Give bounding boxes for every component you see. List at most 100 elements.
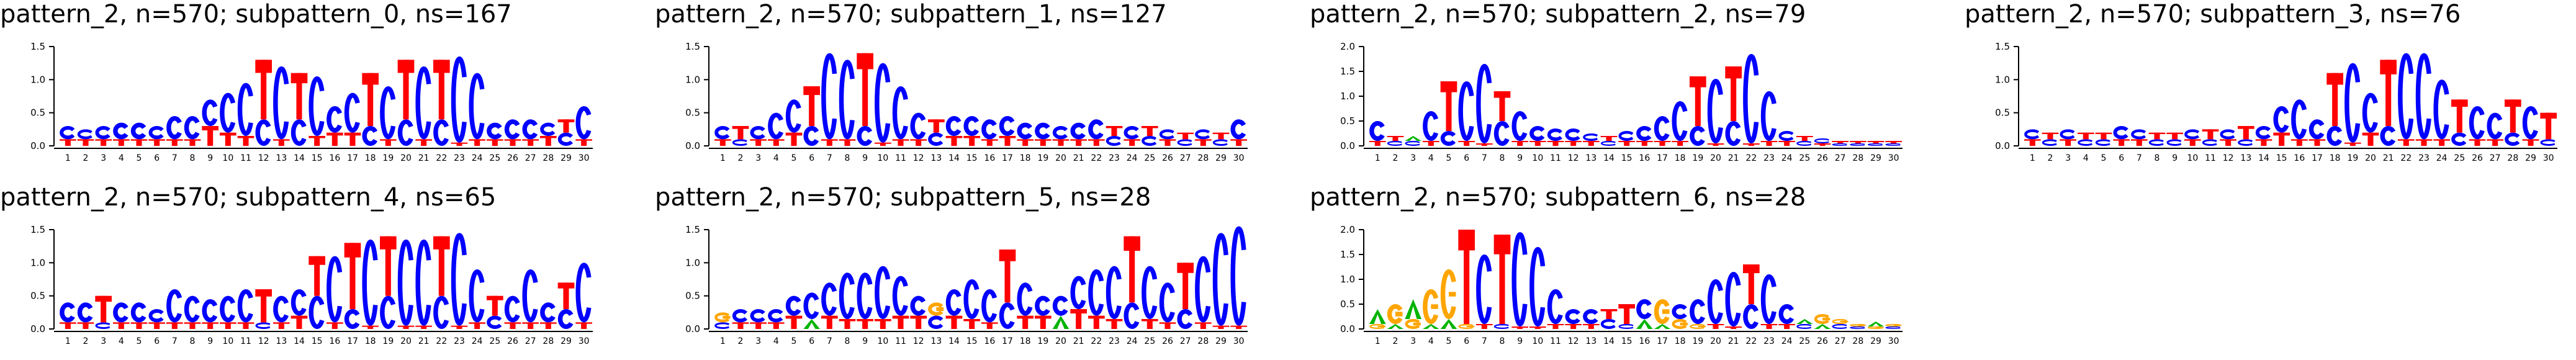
x-tick-label: 27 [1180,336,1191,346]
logo-letter-T-pos-22 [1088,315,1105,329]
x-tick-label: 16 [2294,153,2305,163]
logo-letter-T-pos-8 [839,139,856,146]
y-tick-label: 1.5 [1340,66,1355,77]
logo-letter-T-pos-29 [557,282,575,309]
logo-letter-C-pos-11 [1547,128,1562,141]
logo-letter-T-pos-30 [1230,139,1247,146]
logo-letter-C-pos-12 [255,119,271,146]
x-tick-label: 8 [1500,153,1505,163]
logo-letter-T-pos-9 [1511,141,1528,146]
logo-letter-C-pos-1 [714,322,730,329]
logo-letter-C-pos-20 [397,240,413,326]
logo-letter-T-pos-24 [1778,324,1795,329]
logo-letter-T-pos-22 [433,236,450,296]
logo-letter-T-pos-6 [2113,139,2130,146]
x-tick-label: 12 [1568,336,1579,346]
logo-letter-T-pos-21 [1725,66,1742,121]
x-tick-label: 1 [65,153,71,163]
x-tick-label: 28 [1852,336,1863,346]
logo-letter-C-pos-19 [1035,122,1050,140]
y-tick-label: 1.5 [30,224,45,235]
logo-letter-C-pos-29 [2522,106,2538,140]
panel-title: pattern_2, n=570; subpattern_3, ns=76 [1965,0,2461,29]
x-tick-label: 21 [1728,153,1739,163]
logo-letter-C-pos-21 [1070,122,1086,140]
logo-letter-C-pos-12 [1565,309,1580,324]
logo-letter-C-pos-4 [1423,111,1439,141]
logo-letter-T-pos-23 [1760,141,1778,146]
logo-letter-C-pos-17 [344,92,360,133]
logo-letter-C-pos-5 [1440,131,1456,146]
logo-letter-T-pos-10 [875,319,891,329]
x-tick-label: 17 [1657,153,1668,163]
logo-letter-T-pos-14 [290,315,308,329]
x-tick-label: 9 [207,336,213,346]
x-tick-label: 22 [1745,153,1757,163]
x-tick-label: 25 [1144,336,1155,346]
x-tick-label: 30 [1233,153,1245,163]
logo-letter-C-pos-17 [344,309,360,329]
logo-letter-T-pos-3 [95,295,112,323]
logo-letter-T-pos-17 [2308,139,2326,146]
x-tick-label: 14 [1603,336,1615,346]
logo-letter-C-pos-13 [273,66,289,140]
logo-letter-T-pos-7 [166,322,183,329]
logo-letter-C-pos-24 [1124,126,1139,140]
x-tick-label: 3 [1410,153,1416,163]
x-tick-label: 2 [83,153,89,163]
logo-letter-C-pos-13 [928,315,943,329]
x-tick-label: 20 [2365,153,2376,163]
logo-letter-C-pos-25 [1796,324,1812,329]
logo-letter-C-pos-14 [2255,126,2271,140]
logo-letter-C-pos-15 [308,76,325,136]
logo-letter-T-pos-16 [2291,139,2308,146]
logo-letter-T-pos-27 [1177,132,1194,140]
logo-letter-T-pos-10 [875,142,891,146]
logo-letter-T-pos-16 [1636,141,1653,146]
logo-letter-C-pos-15 [963,116,980,136]
x-tick-label: 30 [2543,153,2554,163]
x-tick-label: 29 [1870,336,1881,346]
x-tick-label: 6 [809,153,814,163]
x-tick-label: 13 [276,153,287,163]
logo-letter-T-pos-10 [220,322,236,329]
logo-letter-C-pos-3 [750,126,765,140]
sequence-logo-chart: 0.00.51.01.51 2 3 4 5 6 7 8 9 10 11 12 13 14 15 16 17 18 1… [685,41,1248,163]
logo-letter-C-pos-17 [1654,116,1670,141]
logo-letter-C-pos-5 [785,295,801,316]
panel-title: pattern_2, n=570; subpattern_4, ns=65 [0,183,497,212]
x-tick-label: 8 [190,153,196,163]
logo-letter-G-pos-13 [928,302,944,316]
logo-letter-T-pos-23 [1760,324,1778,329]
x-tick-label: 29 [1215,153,1227,163]
x-tick-label: 2 [2048,153,2053,163]
logo-letter-C-pos-11 [237,289,253,323]
logo-letter-T-pos-2 [77,322,94,329]
x-tick-label: 8 [2155,153,2160,163]
logo-letter-T-pos-3 [750,139,767,146]
logo-letter-C-pos-19 [1690,299,1705,324]
logo-letter-T-pos-16 [981,322,998,329]
x-tick-label: 1 [2030,153,2035,163]
logo-letter-C-pos-30 [1230,226,1246,326]
logo-letter-T-pos-28 [1195,322,1212,329]
x-tick-label: 20 [1710,153,1721,163]
logo-letter-C-pos-29 [557,309,574,329]
logo-letter-C-pos-3 [2060,129,2075,140]
logo-letter-A-pos-2 [1387,324,1404,329]
x-tick-label: 25 [489,153,500,163]
logo-letter-T-pos-5 [785,132,803,146]
logo-letter-T-pos-21 [415,325,432,329]
x-tick-label: 25 [1799,336,1810,346]
x-tick-label: 6 [154,153,160,163]
x-tick-label: 20 [1055,153,1066,163]
x-tick-label: 24 [472,153,483,163]
logo-letter-T-pos-18 [1672,141,1688,146]
x-tick-label: 25 [1144,153,1155,163]
logo-letter-T-pos-18 [362,325,379,329]
logo-letter-T-pos-27 [522,322,539,329]
x-tick-label: 30 [1888,336,1899,346]
logo-letter-T-pos-13 [273,139,290,146]
logo-letter-T-pos-4 [2078,132,2094,140]
logo-letter-C-pos-2 [77,302,93,323]
